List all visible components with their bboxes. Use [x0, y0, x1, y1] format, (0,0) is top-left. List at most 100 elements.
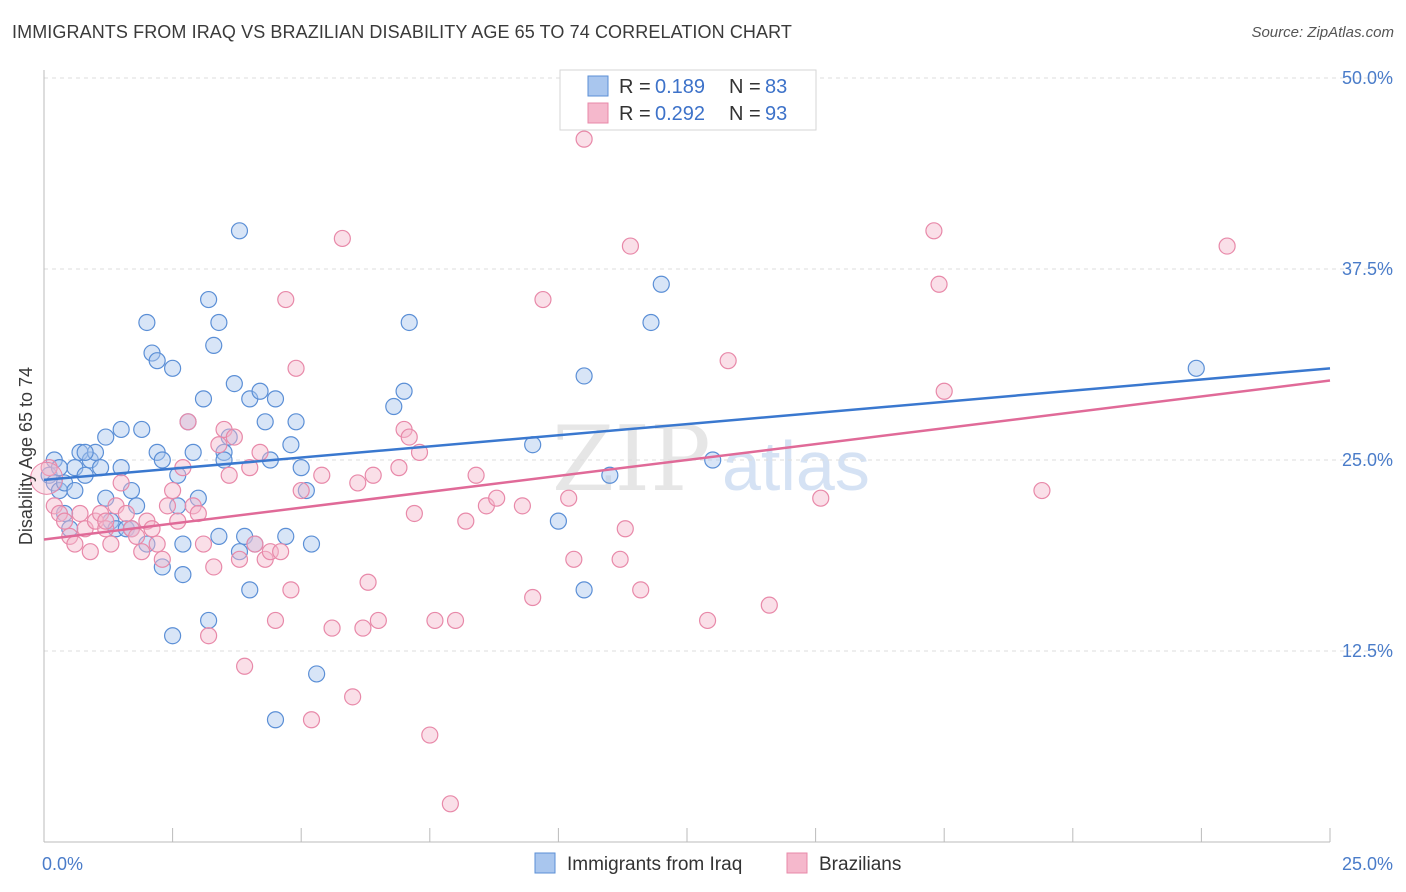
brazil-point [349, 474, 367, 492]
iraq-point [277, 527, 295, 546]
brazil-point [323, 619, 341, 637]
brazil-point [225, 428, 243, 446]
chart-title: IMMIGRANTS FROM IRAQ VS BRAZILIAN DISABI… [12, 22, 793, 42]
iraq-point [302, 535, 321, 553]
iraq-point [287, 413, 305, 431]
brazil-point [621, 237, 640, 255]
brazil-point [266, 611, 285, 630]
brazil-point [524, 588, 542, 607]
brazil-point [287, 359, 305, 377]
trend-lines [43, 367, 1331, 541]
iraq-point [266, 711, 285, 729]
x-axis-ticks [43, 828, 1331, 842]
iraq-point [76, 443, 94, 461]
brazil-point [534, 290, 552, 309]
legend-r-value-iraq: 0.189 [655, 76, 705, 98]
x-tick-label-min: 0.0% [42, 854, 83, 874]
brazil-point [698, 611, 717, 630]
brazil-point [760, 596, 778, 614]
trend-line-iraq [43, 367, 1331, 482]
brazil-point [364, 466, 382, 484]
brazil-point [220, 466, 238, 484]
brazil-point [164, 481, 182, 500]
legend-n-value-iraq: 83 [765, 76, 787, 98]
brazil-point [179, 413, 197, 431]
brazil-point [313, 466, 331, 484]
brazil-point [930, 275, 948, 293]
y-tick-label: 37.5% [1342, 259, 1393, 279]
brazil-point [133, 543, 151, 561]
y-axis-tick-labels: 12.5% 25.0% 37.5% 50.0% [1342, 68, 1393, 661]
brazil-point [333, 229, 351, 248]
brazil-point [400, 428, 418, 446]
iraq-point [385, 397, 403, 416]
brazil-point [632, 581, 650, 599]
brazil-point [344, 688, 362, 706]
iraq-point [133, 420, 151, 439]
iraq-point [225, 375, 243, 393]
brazil-point [488, 489, 506, 507]
iraq-point [200, 611, 218, 630]
iraq-point [308, 665, 326, 683]
iraq-point [642, 313, 660, 332]
iraq-point [575, 581, 593, 599]
iraq-point [210, 527, 228, 546]
iraq-point [200, 290, 218, 309]
brazil-point [200, 627, 218, 645]
brazil-point [158, 497, 177, 515]
brazil-point [302, 711, 321, 729]
iraq-point [652, 275, 670, 293]
iraq-point [66, 481, 84, 500]
brazil-point [148, 535, 166, 553]
iraq-point [395, 382, 413, 400]
brazil-point [71, 504, 89, 523]
brazil-point [812, 489, 830, 507]
iraq-point [194, 390, 213, 408]
series-legend: Immigrants from Iraq Brazilians [534, 852, 901, 875]
brazil-point [127, 527, 146, 546]
brazil-point [81, 543, 99, 561]
brazil-point [369, 611, 387, 630]
brazil-point [575, 130, 593, 148]
brazil-point [1218, 237, 1236, 255]
brazil-point [112, 474, 130, 492]
bottom-legend-label-brazil: Brazilians [819, 854, 901, 875]
brazil-point [102, 535, 120, 553]
iraq-point [256, 413, 274, 431]
trend-line-brazil [43, 379, 1331, 541]
brazil-point [153, 550, 171, 568]
brazil-point [719, 352, 737, 370]
brazil-point [292, 481, 310, 500]
y-tick-label: 12.5% [1342, 641, 1393, 661]
brazil-point [277, 290, 295, 309]
brazil-point [390, 459, 408, 477]
legend-r-label-iraq: R = [619, 76, 651, 98]
legend-swatch-brazil [587, 102, 609, 124]
iraq-point [575, 367, 593, 385]
y-tick-label: 50.0% [1342, 68, 1393, 88]
iraq-point [230, 222, 249, 240]
legend-n-label-iraq: N = [729, 76, 761, 98]
legend-n-label-brazil: N = [729, 103, 761, 125]
iraq-point [174, 565, 192, 584]
iraq-point [292, 459, 310, 477]
iraq-point [153, 451, 171, 469]
iraq-point [266, 390, 285, 408]
brazil-point [97, 512, 115, 530]
legend-n-value-brazil: 93 [765, 103, 787, 125]
iraq-point [205, 336, 223, 354]
brazil-point [272, 543, 290, 561]
brazil-point [565, 550, 583, 568]
brazil-point [405, 504, 423, 523]
correlation-legend: R = 0.189 N = 83 R = 0.292 N = 93 [559, 69, 817, 131]
brazil-point [210, 436, 228, 454]
brazil-point [441, 795, 459, 813]
brazil-point [421, 726, 439, 744]
brazil-point [457, 512, 475, 530]
brazil-point [236, 657, 254, 675]
brazil-point [55, 512, 74, 530]
legend-r-label-brazil: R = [619, 103, 651, 125]
brazil-point [246, 535, 264, 553]
iraq-point [251, 382, 269, 400]
